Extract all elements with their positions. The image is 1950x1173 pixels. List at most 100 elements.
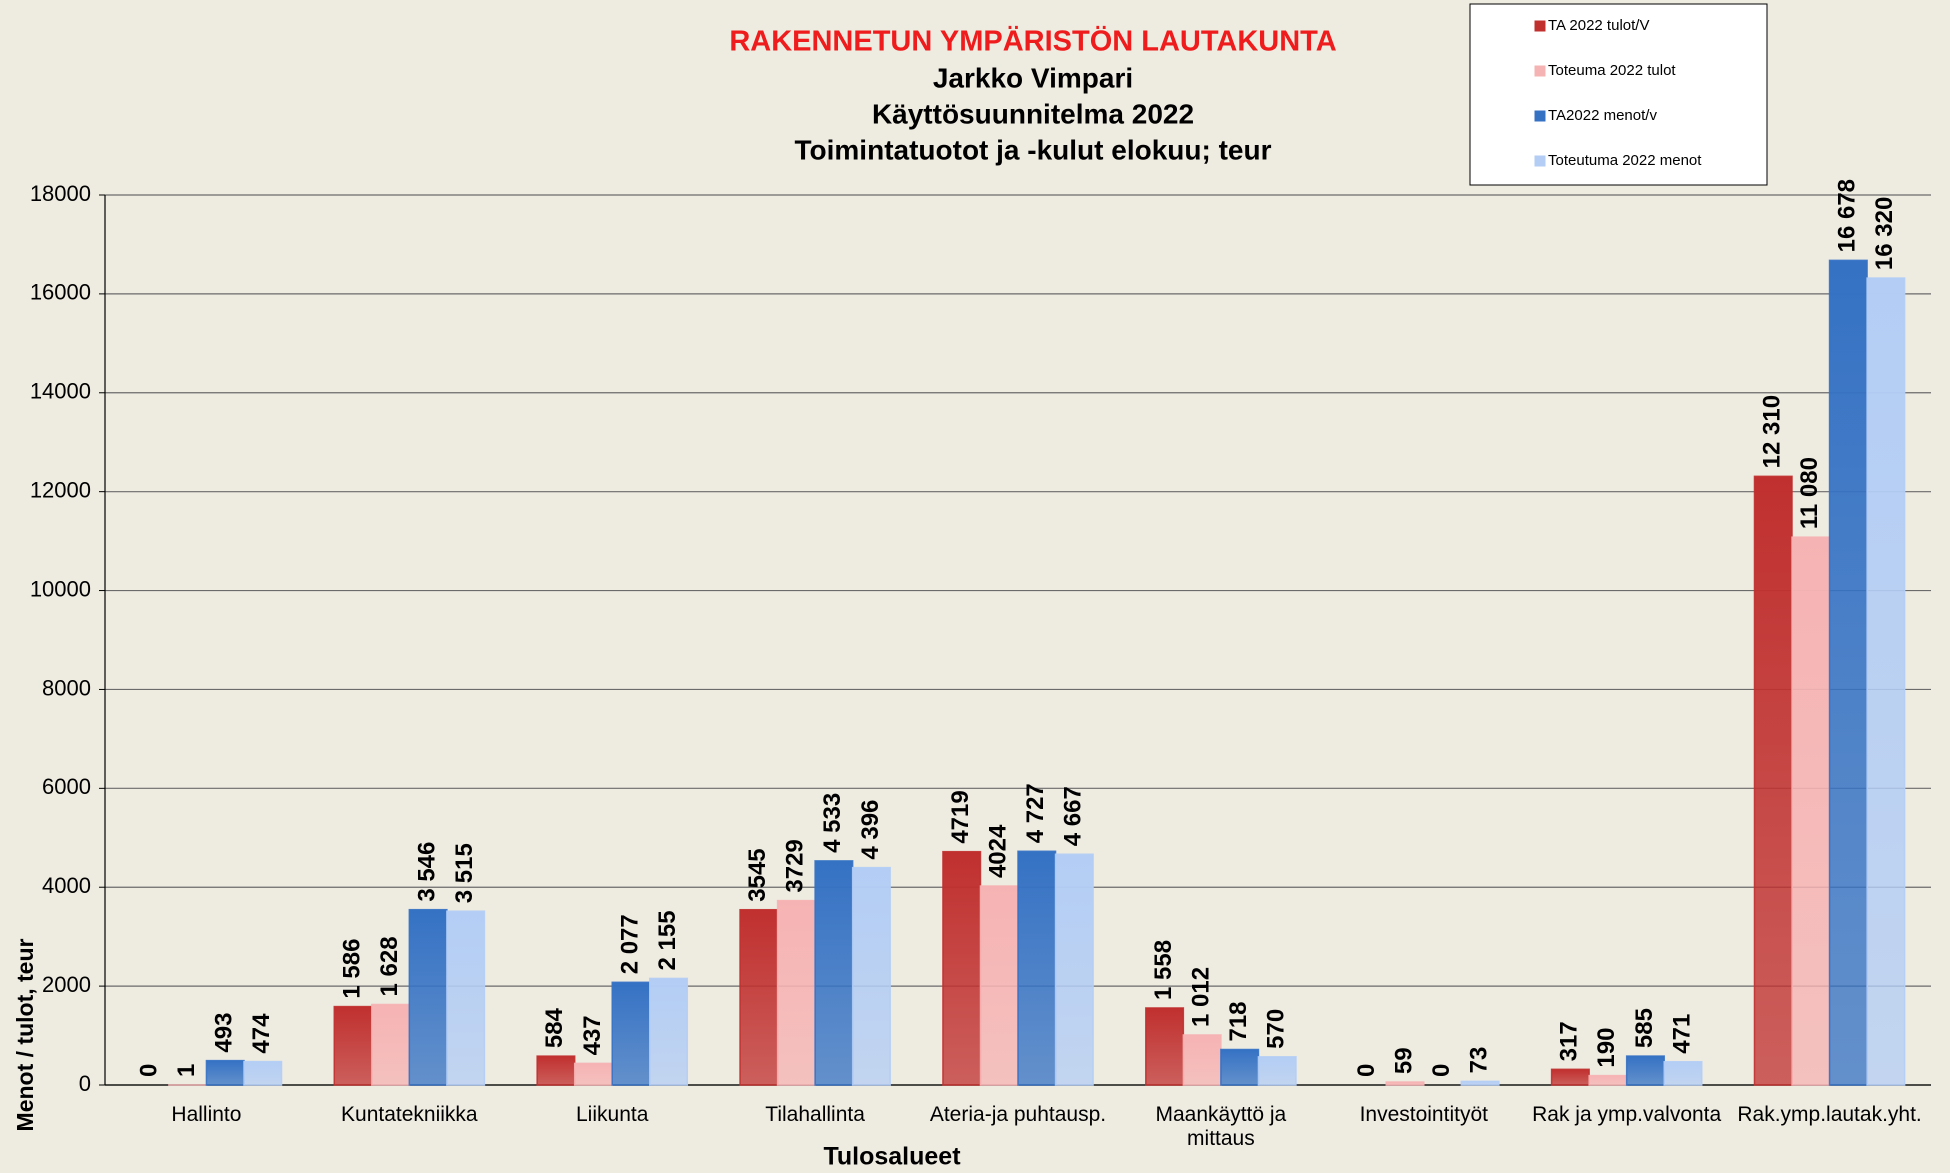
chart-subtitle: Käyttösuunnitelma 2022 [872, 98, 1194, 129]
data-label: 16 678 [1834, 179, 1861, 252]
bar [776, 899, 816, 1086]
data-label: 11 080 [1796, 457, 1823, 529]
y-tick-label: 6000 [42, 774, 91, 799]
chart-subtitle: Toimintatuotot ja -kulut elokuu; teur [795, 134, 1272, 165]
y-tick-label: 12000 [30, 477, 91, 502]
bar [1182, 1034, 1222, 1086]
data-label: 1 628 [376, 936, 403, 996]
data-label: 3729 [782, 839, 809, 892]
bar [1017, 850, 1057, 1086]
data-label: 3 515 [451, 843, 478, 903]
bar [1220, 1048, 1260, 1086]
bar [942, 850, 982, 1086]
bar [333, 1005, 373, 1086]
bar [851, 866, 891, 1086]
bar [1625, 1055, 1665, 1086]
bar [1385, 1081, 1425, 1086]
data-label: 570 [1263, 1009, 1290, 1049]
bar [243, 1060, 283, 1086]
data-label: 474 [248, 1013, 275, 1054]
y-tick-label: 4000 [42, 873, 91, 898]
data-label: 317 [1556, 1021, 1583, 1061]
bar [739, 908, 779, 1086]
bar [1257, 1056, 1297, 1086]
data-label: 4 727 [1022, 783, 1049, 843]
bar [1550, 1068, 1590, 1086]
y-tick-label: 16000 [30, 280, 91, 305]
x-tick-label: Investointityöt [1359, 1103, 1488, 1126]
data-label: 585 [1631, 1008, 1658, 1048]
bar [205, 1059, 245, 1086]
data-label: 718 [1225, 1001, 1252, 1041]
legend-label: TA2022 menot/v [1548, 107, 1657, 124]
bar [408, 908, 448, 1086]
x-tick-label: Maankäyttö ja mittaus [1155, 1103, 1287, 1150]
bar [1460, 1080, 1500, 1086]
data-label: 190 [1593, 1028, 1620, 1068]
x-tick-label: Rak ja ymp.valvonta [1532, 1103, 1722, 1126]
x-tick-label: Hallinto [171, 1103, 242, 1126]
data-label: 4719 [947, 790, 974, 843]
data-label: 2 155 [654, 910, 681, 970]
bar [1663, 1060, 1703, 1086]
data-label: 1 586 [338, 939, 365, 999]
y-tick-label: 8000 [42, 675, 91, 700]
bar [814, 860, 854, 1086]
data-label: 471 [1668, 1014, 1695, 1054]
data-label: 584 [541, 1007, 568, 1048]
bar [1054, 853, 1094, 1086]
x-axis-title: Tulosalueet [823, 1143, 961, 1171]
legend-label: Toteuma 2022 tulot [1548, 62, 1676, 79]
bar [371, 1003, 411, 1086]
data-label: 1 [173, 1064, 200, 1077]
bar [1753, 475, 1793, 1086]
legend-label: TA 2022 tulot/V [1548, 17, 1649, 34]
bar [1866, 277, 1906, 1086]
data-label: 2 077 [616, 914, 643, 974]
data-label: 16 320 [1871, 197, 1898, 270]
bar [573, 1062, 613, 1086]
x-tick-label: Liikunta [576, 1103, 649, 1126]
data-label: 12 310 [1759, 395, 1786, 468]
data-label: 4 396 [857, 800, 884, 860]
data-label: 1 012 [1187, 967, 1214, 1027]
bar [1588, 1074, 1628, 1086]
data-label: 4024 [985, 824, 1012, 878]
data-label: 0 [135, 1064, 162, 1077]
bar [1145, 1007, 1185, 1086]
data-label: 1 558 [1150, 940, 1177, 1000]
y-tick-label: 0 [79, 1071, 91, 1096]
legend-label: Toteutuma 2022 menot [1548, 152, 1702, 169]
data-label: 3545 [744, 848, 771, 901]
data-label: 73 [1465, 1047, 1492, 1074]
y-tick-label: 14000 [30, 379, 91, 404]
legend-swatch [1534, 65, 1546, 77]
bar [1828, 259, 1868, 1086]
legend-swatch [1534, 110, 1546, 122]
data-label: 3 546 [413, 842, 440, 902]
legend-box [1469, 3, 1768, 186]
data-label: 0 [1353, 1064, 1380, 1077]
legend-swatch [1534, 155, 1546, 167]
y-tick-label: 10000 [30, 576, 91, 601]
data-label: 4 533 [819, 793, 846, 853]
x-tick-label: Ateria-ja puhtausp. [929, 1103, 1107, 1126]
y-tick-label: 2000 [42, 972, 91, 997]
data-label: 493 [211, 1013, 238, 1053]
bar [611, 981, 651, 1086]
bar [446, 910, 486, 1086]
data-label: 0 [1428, 1064, 1455, 1077]
chart-title: RAKENNETUN YMPÄRISTÖN LAUTAKUNTA [729, 25, 1336, 58]
data-label: 4 667 [1060, 786, 1087, 846]
bar [1791, 536, 1831, 1086]
y-axis-title: Menot / tulot, teur [12, 938, 38, 1131]
x-tick-label: Kuntatekniikka [341, 1103, 478, 1126]
y-tick-label: 18000 [30, 181, 91, 206]
chart-subtitle: Jarkko Vimpari [933, 62, 1133, 93]
data-label: 437 [579, 1015, 606, 1055]
x-tick-label: Tilahallinta [765, 1103, 865, 1126]
bar [649, 977, 689, 1086]
bar [979, 885, 1019, 1086]
